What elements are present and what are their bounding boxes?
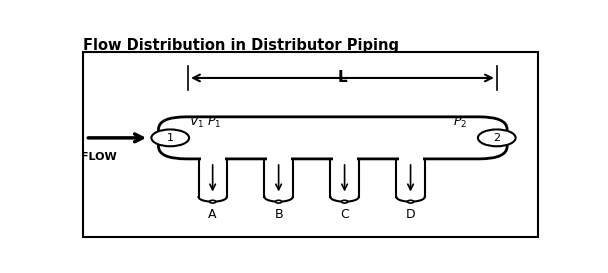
FancyBboxPatch shape (333, 157, 357, 162)
Text: C: C (340, 208, 349, 221)
FancyBboxPatch shape (266, 157, 291, 162)
Text: FLOW: FLOW (81, 152, 117, 162)
FancyBboxPatch shape (201, 157, 225, 162)
Text: $V_1$: $V_1$ (189, 115, 204, 130)
FancyBboxPatch shape (83, 52, 538, 237)
Text: 1: 1 (167, 133, 174, 143)
Text: A: A (209, 208, 217, 221)
Circle shape (342, 200, 348, 203)
Text: D: D (406, 208, 415, 221)
Circle shape (275, 200, 282, 203)
Text: L: L (337, 70, 347, 85)
Circle shape (407, 200, 413, 203)
Circle shape (210, 200, 216, 203)
Circle shape (478, 129, 516, 146)
FancyBboxPatch shape (398, 157, 423, 162)
FancyBboxPatch shape (159, 117, 507, 159)
Text: $P_2$: $P_2$ (453, 115, 467, 130)
Text: Flow Distribution in Distributor Piping: Flow Distribution in Distributor Piping (83, 38, 399, 53)
Text: 2: 2 (493, 133, 500, 143)
Circle shape (151, 129, 189, 146)
Text: $P_1$: $P_1$ (207, 115, 221, 130)
Text: B: B (274, 208, 283, 221)
